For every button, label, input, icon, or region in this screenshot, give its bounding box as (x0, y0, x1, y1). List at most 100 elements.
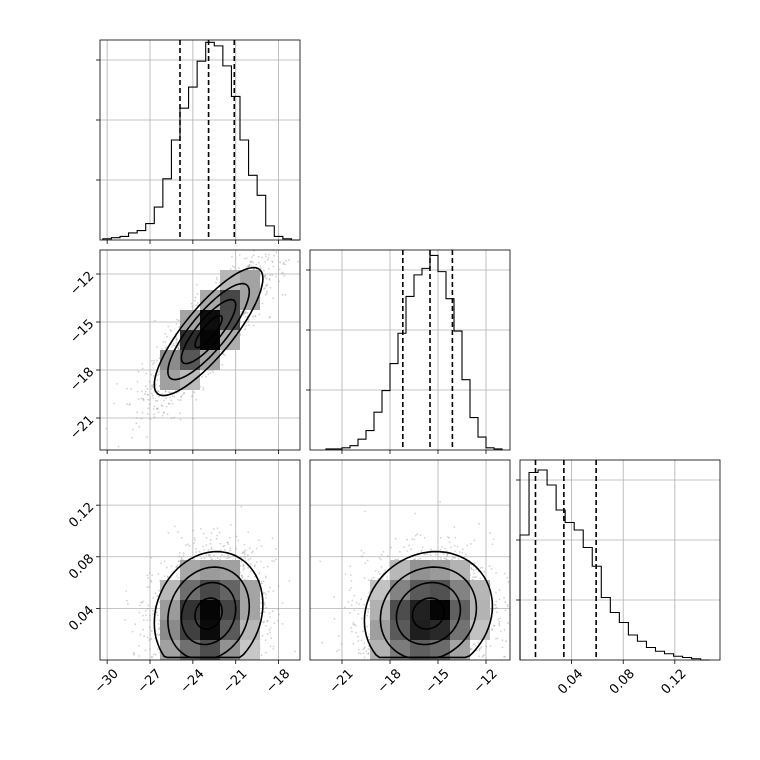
sample-point (269, 586, 271, 589)
sample-point (244, 549, 247, 552)
sample-point (350, 587, 352, 589)
sample-point (230, 524, 232, 526)
sample-point (207, 554, 210, 556)
density-cell (220, 330, 240, 350)
sample-point (161, 414, 164, 417)
sample-point (117, 445, 120, 448)
sample-point (164, 346, 167, 349)
sample-point (259, 267, 262, 269)
joint-scatter-param-1-vs-param-3 (100, 460, 300, 660)
sample-point (258, 572, 261, 575)
sample-point (202, 389, 205, 391)
sample-point (141, 367, 144, 370)
sample-point (227, 556, 230, 559)
sample-point (263, 592, 266, 594)
sample-point (253, 324, 255, 327)
density-contour (180, 298, 237, 365)
sample-point (475, 576, 478, 578)
sample-point (195, 551, 198, 553)
sample-point (157, 408, 159, 411)
sample-point (223, 548, 226, 551)
sample-point (180, 557, 183, 559)
sample-point (142, 398, 144, 400)
sample-point (163, 399, 166, 402)
sample-point (465, 553, 467, 556)
sample-point (173, 416, 176, 419)
sample-point (134, 623, 137, 626)
sample-point (195, 304, 198, 307)
sample-point (137, 398, 140, 400)
sample-point (266, 619, 269, 622)
sample-point (175, 338, 178, 341)
sample-point (180, 537, 183, 539)
sample-point (232, 265, 234, 268)
sample-point (241, 577, 243, 579)
sample-point (210, 548, 213, 550)
sample-point (264, 294, 267, 296)
sample-point (390, 546, 392, 549)
sample-point (264, 575, 267, 578)
sample-point (115, 383, 118, 385)
sample-point (164, 333, 167, 335)
sample-point (219, 542, 222, 545)
sample-point (272, 265, 275, 268)
sample-point (419, 534, 422, 537)
sample-point (195, 547, 197, 550)
sample-point (153, 319, 156, 322)
sample-point (145, 372, 148, 375)
sample-point (270, 637, 272, 640)
sample-point (251, 551, 253, 554)
sample-point (150, 373, 153, 376)
sample-point (489, 532, 491, 534)
sample-point (485, 645, 488, 648)
sample-point (205, 536, 208, 539)
sample-point (163, 560, 166, 563)
sample-point (266, 620, 268, 623)
sample-point (169, 396, 172, 399)
sample-point (278, 268, 281, 271)
density-contour (194, 314, 223, 349)
sample-point (164, 341, 167, 343)
sample-point (235, 547, 238, 550)
sample-point (498, 624, 501, 627)
sample-point (173, 525, 176, 528)
sample-point (253, 575, 256, 578)
sample-point (498, 589, 501, 592)
sample-point (188, 545, 191, 547)
histogram-step-line (102, 41, 300, 241)
sample-point (253, 564, 256, 567)
sample-point (170, 399, 173, 402)
sample-point (173, 344, 176, 347)
sample-point (146, 608, 149, 610)
density-contour (194, 597, 223, 630)
sample-point (132, 653, 135, 656)
sample-point (271, 260, 273, 263)
sample-point (156, 346, 158, 349)
sample-point (247, 265, 250, 267)
sample-point (260, 580, 263, 582)
sample-point (141, 411, 144, 414)
sample-point (233, 266, 236, 269)
sample-point (261, 256, 264, 259)
sample-point (136, 380, 139, 383)
sample-point (158, 619, 161, 622)
sample-point (226, 557, 228, 560)
density-cell (180, 560, 200, 580)
sample-point (142, 614, 144, 617)
density-cell (180, 370, 200, 390)
sample-point (146, 413, 149, 415)
sample-point (268, 278, 271, 280)
sample-point (221, 554, 223, 556)
sample-point (247, 566, 250, 569)
sample-point (243, 567, 246, 570)
sample-point (146, 586, 149, 589)
sample-point (149, 619, 151, 622)
sample-point (218, 531, 221, 534)
sample-point (271, 261, 274, 263)
sample-point (216, 278, 219, 281)
sample-point (243, 555, 246, 557)
sample-point (152, 397, 155, 400)
sample-point (248, 264, 251, 266)
sample-point (245, 311, 247, 314)
sample-point (202, 545, 205, 548)
